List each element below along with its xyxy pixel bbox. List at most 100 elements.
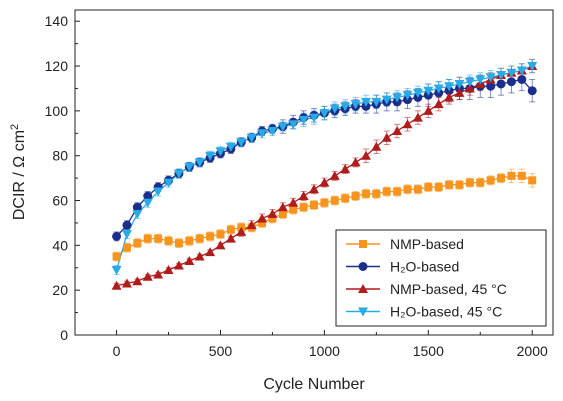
data-point-h-o-based-45-c [454,79,465,89]
y-tick-label: 100 [45,103,69,119]
data-point-h-o-based-45-c [246,133,257,143]
data-point-h-o-based-45-c [371,97,382,107]
data-point-nmp-based [289,205,298,214]
data-point-nmp-based [330,196,339,205]
x-tick-label: 1000 [309,343,340,359]
data-point-nmp-based-45-c [329,170,340,180]
data-point-nmp-based-45-c [340,164,351,174]
data-point-h-o-based-45-c [111,266,122,275]
data-point-nmp-based [528,176,537,185]
data-point-nmp-based [517,171,526,180]
data-point-h-o-based-45-c [194,158,205,168]
x-tick-label: 0 [113,343,121,359]
data-point-nmp-based-45-c [267,208,278,218]
data-point-h-o-based [517,74,527,84]
data-point-h-o-based-45-c [412,88,423,98]
data-point-nmp-based-45-c [392,126,403,136]
y-tick-label: 20 [52,282,68,298]
data-point-h-o-based-45-c [340,102,351,112]
data-point-nmp-based [486,176,495,185]
data-point-nmp-based [403,185,412,194]
data-point-h-o-based-45-c [350,100,361,110]
y-axis-title: DCIR / Ω cm2 [9,124,28,220]
data-point-h-o-based-45-c [309,113,319,123]
data-point-nmp-based [434,183,443,192]
legend-marker-nmp-based-45-c [358,284,368,293]
data-point-h-o-based-45-c [319,109,330,119]
data-point-nmp-based [382,187,391,196]
data-point-h-o-based-45-c [184,162,195,172]
y-tick-label: 140 [45,13,69,29]
y-axis-title-sup: 2 [9,124,21,130]
data-point-h-o-based-45-c [173,169,184,179]
markers-layer [111,61,538,290]
data-point-nmp-based [133,239,142,248]
data-point-nmp-based-45-c [173,260,184,270]
data-point-nmp-based-45-c [454,87,465,97]
data-point-nmp-based-45-c [111,280,122,290]
data-point-nmp-based-45-c [205,247,216,257]
y-axis-title-base: DCIR / Ω cm [11,130,28,220]
legend-marker-nmp-based [359,240,367,248]
data-point-nmp-based-45-c [381,132,392,142]
data-point-h-o-based-45-c [267,127,278,137]
data-point-h-o-based-45-c [132,209,143,219]
data-point-h-o-based-45-c [288,120,299,130]
y-axis: 0 20 40 60 80 100 120 140 [45,13,80,343]
data-point-h-o-based-45-c [433,84,444,94]
data-point-nmp-based [258,218,267,227]
legend-label-nmp-based: NMP-based [390,236,464,252]
data-point-nmp-based [320,198,329,207]
data-point-nmp-based [497,174,506,183]
y-tick-label: 80 [52,148,68,164]
legend-box [335,229,547,327]
data-point-h-o-based-45-c [153,187,164,197]
data-point-h-o-based-45-c [506,68,517,78]
data-point-nmp-based [310,201,318,209]
data-point-nmp-based-45-c [121,278,132,288]
data-point-nmp-based-45-c [132,276,143,286]
data-point-nmp-based-45-c [298,191,309,201]
data-point-h-o-based [496,79,506,89]
legend: NMP-based H₂O-based NMP-based, 45 °C H₂O-ba… [335,229,547,327]
data-point-nmp-based [112,252,121,261]
data-point-nmp-based-45-c [142,271,153,281]
data-point-nmp-based [413,185,422,194]
data-point-nmp-based [278,209,287,218]
data-point-nmp-based-45-c [464,83,475,93]
data-point-h-o-based-45-c [392,93,403,103]
data-point-nmp-based-45-c [236,226,247,236]
data-point-h-o-based [527,86,537,96]
data-point-nmp-based-45-c [319,177,330,187]
data-point-nmp-based [268,214,277,223]
data-point-h-o-based-45-c [464,77,475,87]
data-point-nmp-based-45-c [194,251,205,261]
data-point-nmp-based-45-c [225,233,236,243]
data-point-h-o-based-45-c [329,104,340,114]
x-axis: 0 500 1000 1500 2000 [113,330,548,359]
data-point-nmp-based [185,236,194,245]
data-point-nmp-based [195,234,204,243]
data-point-h-o-based-45-c [163,178,174,188]
data-point-nmp-based [455,180,464,189]
data-point-h-o-based-45-c [121,230,132,240]
data-point-nmp-based-45-c [350,157,361,167]
data-point-h-o-based-45-c [257,129,268,139]
data-point-nmp-based-45-c [412,112,423,122]
data-point-h-o-based-45-c [225,142,236,152]
data-point-h-o-based-45-c [475,75,486,85]
data-point-h-o-based-45-c [402,91,413,101]
data-point-h-o-based [486,81,496,91]
legend-label-nmp-based-45-c: NMP-based, 45 °C [390,281,507,297]
data-point-h-o-based-45-c [298,115,309,125]
data-point-nmp-based [424,183,433,192]
y-tick-label: 120 [45,58,69,74]
data-point-nmp-based-45-c [257,213,268,223]
data-point-nmp-based [143,234,152,243]
data-point-h-o-based-45-c [360,97,371,107]
y-tick-label: 40 [52,237,68,253]
y-tick-label: 60 [52,193,68,209]
data-point-nmp-based-45-c [433,99,444,109]
